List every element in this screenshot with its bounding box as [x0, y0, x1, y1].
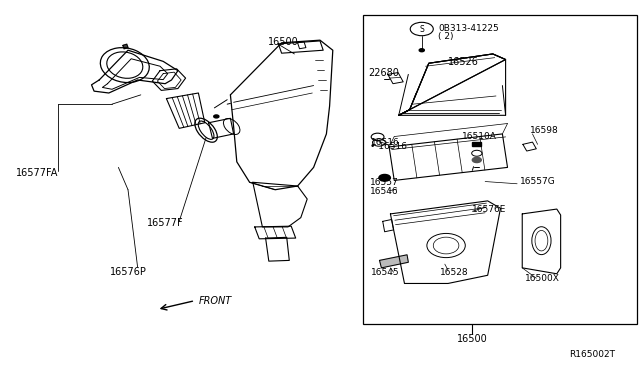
Text: 16576P: 16576P	[110, 267, 147, 276]
Polygon shape	[123, 44, 128, 49]
Text: 22680: 22680	[368, 68, 399, 77]
Text: 16545: 16545	[371, 268, 399, 277]
Circle shape	[419, 49, 424, 52]
Text: 16546: 16546	[370, 187, 399, 196]
Text: S: S	[419, 25, 424, 33]
Text: ( 2): ( 2)	[438, 32, 454, 41]
Bar	[363, 15, 637, 324]
Text: 16500X: 16500X	[525, 274, 559, 283]
Polygon shape	[380, 255, 408, 268]
Circle shape	[472, 157, 481, 163]
Text: 16516: 16516	[371, 138, 400, 147]
Bar	[472, 142, 481, 146]
Text: 16598: 16598	[530, 126, 559, 135]
Text: 16526: 16526	[448, 58, 479, 67]
Circle shape	[214, 115, 219, 118]
Text: FRONT: FRONT	[198, 296, 232, 305]
Text: • 16516: • 16516	[370, 142, 407, 151]
Text: 16510A: 16510A	[462, 132, 497, 141]
Text: 0B313-41225: 0B313-41225	[438, 24, 499, 33]
Text: 16577FA: 16577FA	[16, 169, 58, 178]
Text: 16500: 16500	[457, 334, 488, 344]
Text: 16500: 16500	[268, 37, 298, 46]
Text: 16528: 16528	[440, 268, 469, 277]
Text: 16557: 16557	[370, 178, 399, 187]
Text: 16557G: 16557G	[520, 177, 556, 186]
Circle shape	[379, 174, 390, 181]
Text: 16577F: 16577F	[147, 218, 184, 228]
Text: 16576E: 16576E	[472, 205, 507, 214]
Text: R165002T: R165002T	[570, 350, 616, 359]
